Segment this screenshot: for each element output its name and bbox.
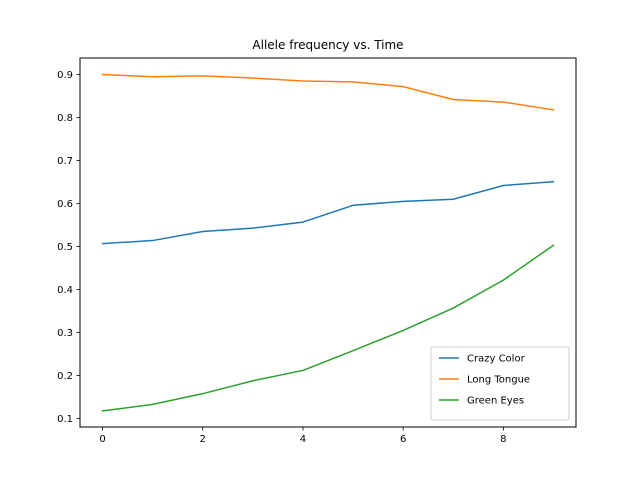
legend-label-2: Green Eyes	[467, 396, 524, 407]
axes-frame	[79, 57, 577, 428]
y-tick-label: 0.7	[57, 156, 73, 167]
series-lines	[101, 73, 555, 412]
legend-label-1: Long Tongue	[467, 375, 530, 386]
x-tick-label: 8	[500, 434, 506, 445]
x-tick-label: 0	[99, 434, 105, 445]
y-tick-label: 0.2	[57, 371, 73, 382]
series-line-2	[101, 244, 555, 412]
series-line-0	[101, 180, 555, 245]
y-tick-label: 0.3	[57, 328, 73, 339]
series-line-1	[101, 73, 555, 111]
x-tick-label: 2	[200, 434, 206, 445]
chart-title: Allele frequency vs. Time	[252, 38, 403, 52]
x-axis: 0 2 4 6 8	[99, 427, 507, 445]
y-tick-label: 0.5	[57, 242, 73, 253]
y-tick-label: 0.4	[57, 285, 73, 296]
legend: Crazy Color Long Tongue Green Eyes	[430, 346, 570, 421]
x-tick-label: 6	[400, 434, 406, 445]
x-tick-label: 4	[300, 434, 306, 445]
legend-box	[430, 346, 570, 421]
y-axis: 0.1 0.2 0.3 0.4 0.5 0.6 0.7 0.8 0.9	[57, 70, 80, 425]
y-tick-label: 0.1	[57, 414, 73, 425]
y-tick-label: 0.9	[57, 70, 73, 81]
legend-label-0: Crazy Color	[467, 354, 526, 365]
y-tick-label: 0.8	[57, 113, 73, 124]
y-tick-label: 0.6	[57, 199, 73, 210]
